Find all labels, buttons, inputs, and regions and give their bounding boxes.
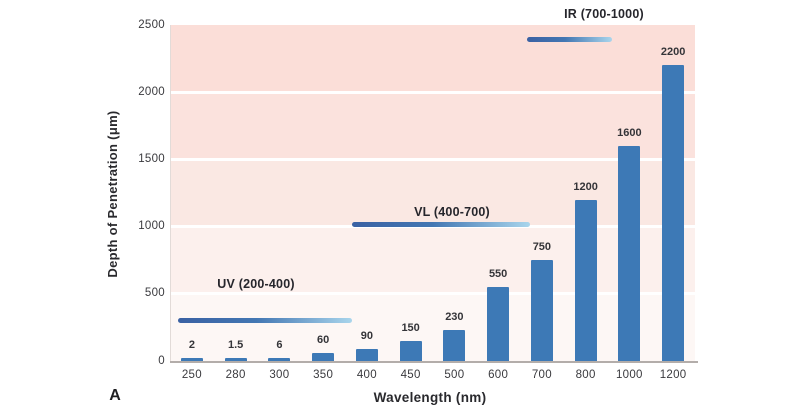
bar-value-label: 1600 xyxy=(617,126,642,139)
x-tick-label: 250 xyxy=(181,369,202,381)
x-axis-line xyxy=(170,361,698,363)
bar-250 xyxy=(180,358,203,361)
bar-700 xyxy=(530,260,553,361)
bar-value-label: 230 xyxy=(445,311,464,324)
annotation-label: VL (400-700) xyxy=(414,205,490,219)
x-tick-label: 800 xyxy=(575,369,596,381)
plot-background-band xyxy=(170,226,695,295)
x-tick-label: 1000 xyxy=(615,369,643,381)
annotation-range-bar xyxy=(527,37,612,42)
annotation-label: UV (200-400) xyxy=(217,277,295,291)
gridline xyxy=(170,292,695,296)
gridline xyxy=(170,157,695,161)
bar-value-label: 2200 xyxy=(660,46,686,59)
x-tick-label: 500 xyxy=(444,369,465,381)
bar-350 xyxy=(312,352,335,361)
bar-500 xyxy=(443,330,466,361)
plot-background-band xyxy=(170,159,695,228)
y-tick-label: 1000 xyxy=(138,220,165,233)
plot-area xyxy=(170,25,695,361)
annotation-label: IR (700-1000) xyxy=(564,7,644,21)
bar-value-label: 150 xyxy=(401,321,420,334)
bar-1000 xyxy=(618,145,641,361)
x-tick-label: 450 xyxy=(400,369,421,381)
y-tick-label: 0 xyxy=(158,354,165,367)
bar-value-label: 60 xyxy=(317,333,330,346)
bar-450 xyxy=(399,340,422,361)
y-tick-label: 2500 xyxy=(138,18,165,31)
bar-value-label: 90 xyxy=(360,329,373,342)
y-axis-line xyxy=(170,25,171,361)
annotation-range-bar xyxy=(178,318,352,323)
bar-value-label: 550 xyxy=(488,268,508,281)
x-tick-label: 400 xyxy=(356,369,377,381)
x-tick-label: 300 xyxy=(269,369,290,381)
bar-280 xyxy=(224,358,247,361)
plot-background-band xyxy=(170,92,695,161)
bar-value-label: 750 xyxy=(532,241,552,254)
x-tick-label: 280 xyxy=(225,369,246,381)
y-tick-label: 500 xyxy=(144,287,165,300)
x-axis-title: Wavelength (nm) xyxy=(373,390,487,405)
bar-value-label: 1.5 xyxy=(227,339,244,351)
bar-400 xyxy=(355,348,378,361)
bar-value-label: 2 xyxy=(188,339,195,351)
gridline xyxy=(170,90,695,94)
bar-800 xyxy=(574,199,597,361)
annotation-range-bar xyxy=(352,222,530,227)
x-tick-label: 1200 xyxy=(659,369,687,381)
y-tick-label: 1500 xyxy=(138,152,165,165)
bar-600 xyxy=(487,287,510,361)
bar-value-label: 1200 xyxy=(573,180,598,193)
plot-background-band xyxy=(170,25,695,93)
bar-value-label: 6 xyxy=(276,339,283,351)
y-tick-label: 2000 xyxy=(138,85,165,98)
x-tick-label: 350 xyxy=(313,369,334,381)
bar-300 xyxy=(268,358,291,361)
plot-background-band xyxy=(170,293,695,361)
x-tick-label: 600 xyxy=(488,369,509,381)
figure-panel-label: A xyxy=(109,387,121,404)
bar-1200 xyxy=(662,65,685,361)
x-tick-label: 700 xyxy=(531,369,552,381)
